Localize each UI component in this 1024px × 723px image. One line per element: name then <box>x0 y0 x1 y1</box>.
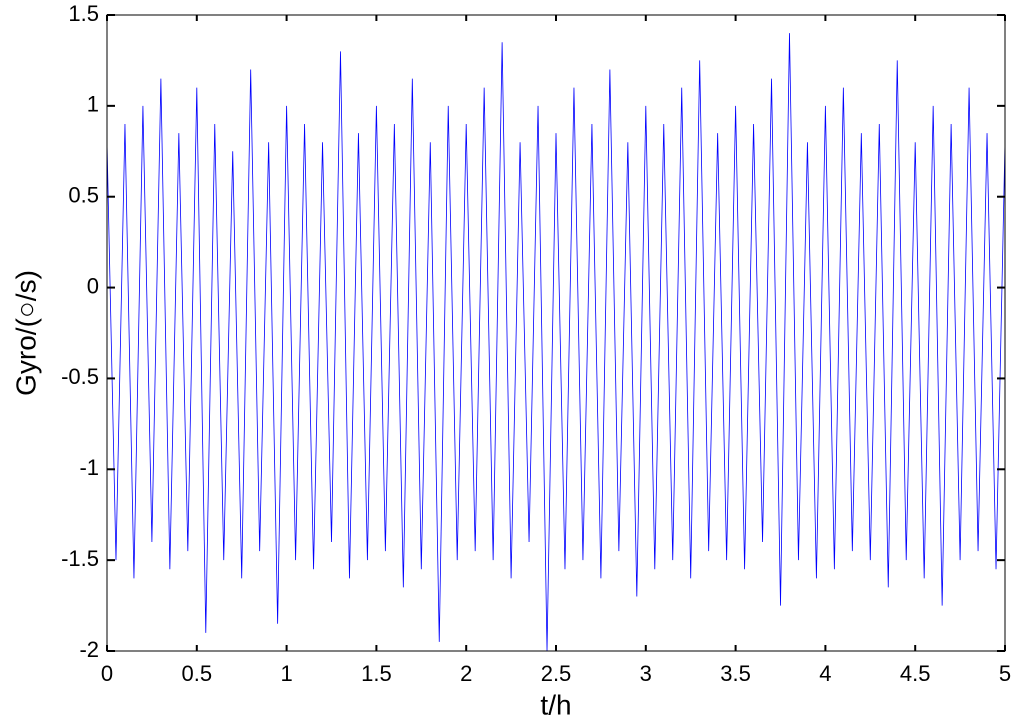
x-tick-label: 4.5 <box>900 661 931 686</box>
y-tick-label: 1.5 <box>68 1 99 26</box>
signal-line <box>106 33 1006 652</box>
y-tick-label: 1 <box>87 92 99 117</box>
y-tick-label: -0.5 <box>61 364 99 389</box>
y-tick-label: 0.5 <box>68 183 99 208</box>
x-axis-label: t/h <box>540 689 571 720</box>
y-tick-label: -1 <box>79 455 99 480</box>
x-tick-label: 0.5 <box>182 661 213 686</box>
x-tick-label: 2 <box>460 661 472 686</box>
x-tick-label: 3 <box>640 661 652 686</box>
x-tick-label: 1 <box>280 661 292 686</box>
x-tick-label: 2.5 <box>541 661 572 686</box>
x-tick-label: 4 <box>819 661 831 686</box>
y-tick-label: -1.5 <box>61 546 99 571</box>
x-tick-label: 3.5 <box>720 661 751 686</box>
x-tick-label: 0 <box>101 661 113 686</box>
y-tick-label: 0 <box>87 273 99 298</box>
x-tick-label: 5 <box>999 661 1011 686</box>
y-axis-label: Gyro/(○/s) <box>10 270 41 396</box>
x-tick-label: 1.5 <box>361 661 392 686</box>
y-tick-label: -2 <box>79 637 99 662</box>
